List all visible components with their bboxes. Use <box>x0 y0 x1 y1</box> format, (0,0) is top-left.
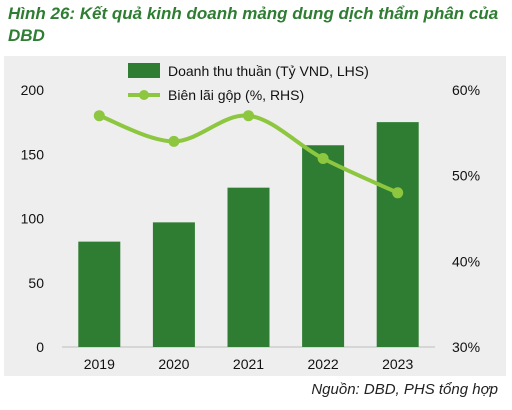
y-tick-label: 200 <box>21 82 45 98</box>
y-tick-label: 0 <box>36 339 44 355</box>
x-tick-label: 2022 <box>308 356 339 372</box>
y-tick-label: 100 <box>21 211 45 227</box>
bar-2019 <box>78 241 121 347</box>
margin-point-2022 <box>317 153 329 165</box>
margin-point-2020 <box>168 135 180 147</box>
x-tick-label: 2021 <box>233 356 264 372</box>
bar-2022 <box>302 145 345 347</box>
margin-point-2021 <box>243 110 254 122</box>
y-tick-label: 150 <box>21 146 45 162</box>
y2-tick-label: 30% <box>452 339 480 355</box>
legend-line-label: Biên lãi gộp (%, RHS) <box>168 87 304 103</box>
bar-2021 <box>227 187 270 347</box>
margin-point-2023 <box>392 187 404 199</box>
margin-point-2019 <box>93 110 105 122</box>
y2-tick-label: 40% <box>452 253 480 269</box>
source-note: Nguồn: DBD, PHS tổng hợp <box>311 381 498 398</box>
bar-2023 <box>376 122 419 347</box>
margin-line <box>98 113 399 195</box>
x-tick-label: 2019 <box>84 356 115 372</box>
y-tick-label: 50 <box>28 275 44 291</box>
legend-bar-swatch <box>128 63 160 78</box>
y2-tick-label: 50% <box>452 168 480 184</box>
x-tick-label: 2020 <box>158 356 189 372</box>
legend-line-marker <box>139 90 149 100</box>
bar-2020 <box>152 222 195 347</box>
x-tick-label: 2023 <box>382 356 413 372</box>
legend-bar-label: Doanh thu thuần (Tỷ VND, LHS) <box>168 63 369 79</box>
chart-title: Hình 26: Kết quả kinh doanh mảng dung dị… <box>8 4 499 45</box>
y2-tick-label: 60% <box>452 82 480 98</box>
